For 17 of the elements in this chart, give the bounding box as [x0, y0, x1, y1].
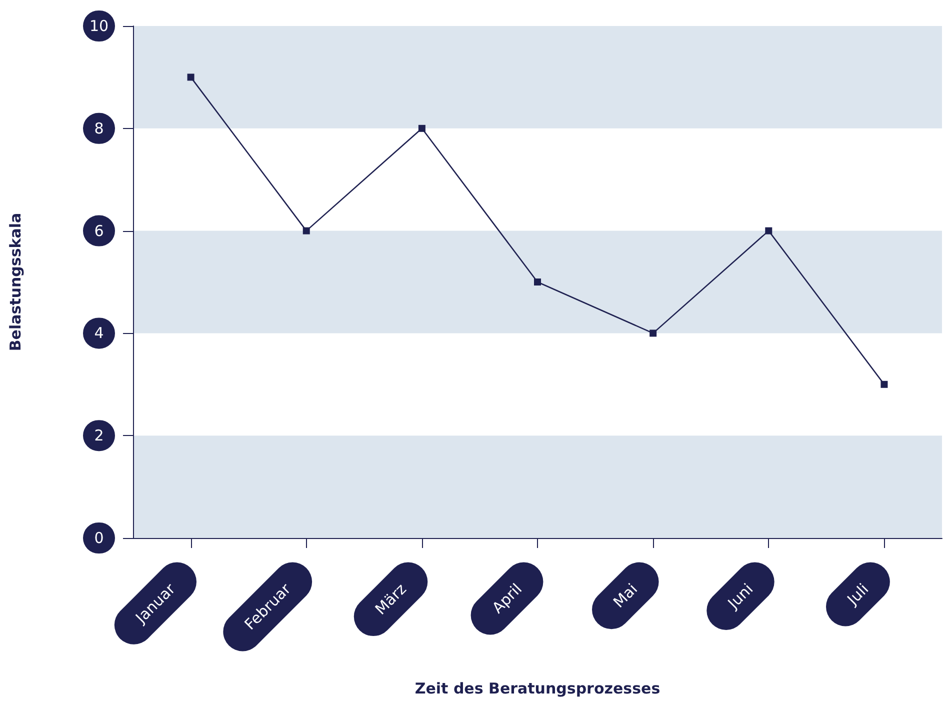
point — [418, 124, 426, 132]
y-tick-label: 8 — [94, 119, 104, 138]
y-tick-label: 0 — [94, 529, 104, 547]
point — [650, 330, 657, 337]
y-tick-label: 6 — [94, 222, 104, 240]
y-tick-label: 4 — [94, 324, 104, 342]
point — [187, 74, 194, 81]
x-axis-title: Zeit des Beratungsprozesses — [414, 680, 660, 698]
y-tick-label: 2 — [94, 426, 104, 445]
point — [534, 278, 541, 286]
x-tick-label: Mai — [610, 580, 642, 612]
point — [302, 227, 310, 234]
x-tick-label: Juli — [843, 580, 872, 610]
point — [880, 380, 888, 388]
y-axis-title: Belastungsskala — [6, 212, 24, 352]
point — [765, 227, 772, 234]
y-tick-label: 10 — [89, 17, 109, 35]
